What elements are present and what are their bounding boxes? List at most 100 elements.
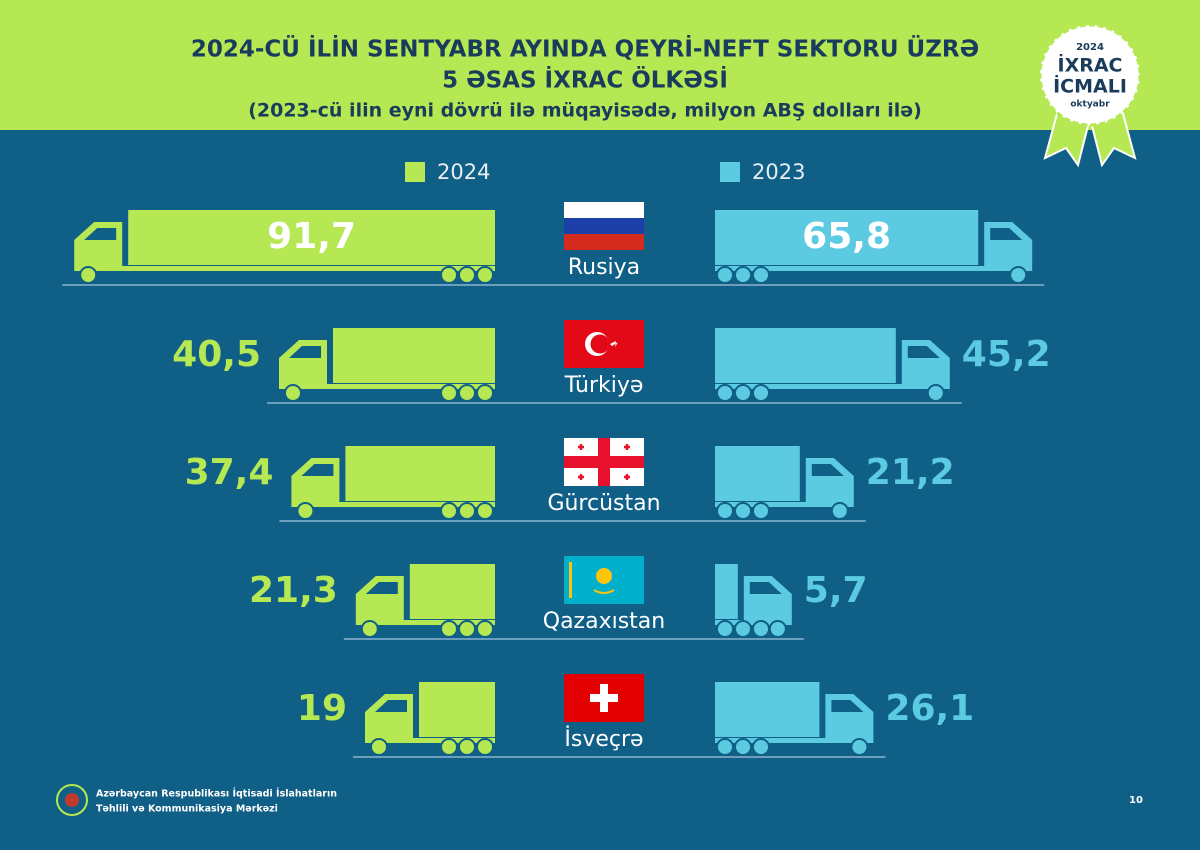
cab-window (831, 700, 864, 712)
wheel (440, 502, 458, 520)
chassis (279, 384, 495, 389)
flag (564, 438, 644, 486)
flag (578, 444, 584, 450)
wheel (734, 266, 752, 284)
badge-year: 2024 (1076, 42, 1104, 53)
title-line: 2024-CÜ İLİN SENTYABR AYINDA QEYRİ-NEFT … (191, 35, 979, 63)
cargo-box (128, 210, 495, 265)
chassis (74, 266, 495, 271)
wheel (458, 738, 476, 756)
value-label: 91,7 (267, 216, 356, 257)
cargo-box (333, 328, 495, 383)
flag (564, 320, 644, 368)
wheel (458, 620, 476, 638)
wheel (370, 738, 388, 756)
country-label: İsveçrə (564, 726, 643, 752)
country-label: Rusiya (568, 255, 640, 280)
wheel (850, 738, 869, 756)
cargo-box (715, 446, 800, 501)
wheel (734, 738, 752, 756)
chassis (715, 384, 950, 389)
flag (596, 568, 612, 584)
chassis (365, 738, 495, 743)
wheel (768, 620, 787, 638)
cab-window (375, 700, 407, 712)
wheel (926, 384, 945, 402)
chassis (715, 502, 854, 507)
cab-window (907, 346, 940, 358)
wheel (476, 620, 494, 638)
country-label: Türkiyə (564, 373, 644, 398)
cab-window (811, 464, 844, 476)
wheel (752, 384, 770, 402)
flag (564, 456, 644, 468)
value-label: 21,2 (866, 452, 955, 493)
badge-title: İCMALI (1053, 74, 1127, 98)
wheel (752, 266, 770, 284)
wheel (440, 266, 458, 284)
wheel (440, 620, 458, 638)
flag (564, 674, 644, 722)
wheel (734, 620, 752, 638)
chassis (291, 502, 495, 507)
wheel (476, 738, 494, 756)
page-number: 10 (1129, 795, 1143, 806)
cab-window (990, 228, 1023, 240)
flag (578, 474, 584, 480)
wheel (440, 384, 458, 402)
country-label: Qazaxıstan (543, 609, 665, 634)
wheel (716, 738, 734, 756)
country-label: Gürcüstan (547, 491, 660, 516)
wheel (458, 384, 476, 402)
chassis (715, 738, 874, 743)
wheel (296, 502, 315, 520)
badge-month: oktyabr (1070, 100, 1110, 110)
cargo-box (715, 328, 896, 383)
badge-title: İXRAC (1058, 53, 1123, 77)
flag (590, 694, 618, 702)
value-label: 65,8 (802, 216, 891, 257)
legend-swatch (405, 162, 425, 182)
wheel (360, 620, 379, 638)
wheel (458, 266, 476, 284)
chassis (355, 620, 495, 625)
wheel (284, 384, 302, 402)
wheel (752, 502, 770, 520)
subtitle: (2023-cü ilin eyni dövrü ilə müqayisədə,… (248, 100, 922, 122)
wheel (458, 502, 476, 520)
cargo-box (345, 446, 495, 501)
footer: Azərbaycan Respublikası İqtisadi İslahat… (56, 784, 1143, 816)
value-label: 21,3 (249, 570, 338, 611)
wheel (716, 266, 734, 284)
title-line: 5 ƏSAS İXRAC ÖLKƏSİ (442, 66, 728, 94)
legend-label: 2024 (437, 160, 490, 184)
flag (564, 234, 644, 250)
cab-window (749, 582, 782, 594)
cab-window (365, 582, 398, 594)
flag (610, 341, 618, 347)
flag (590, 334, 610, 354)
wheel (440, 738, 458, 756)
cargo-box (419, 682, 495, 737)
footer-org: Azərbaycan Respublikası İqtisadi İslahat… (96, 789, 337, 800)
flag (624, 444, 630, 450)
chassis (715, 620, 792, 625)
wheel (734, 502, 752, 520)
cab-window (289, 346, 321, 358)
legend-label: 2023 (752, 160, 805, 184)
flag (593, 589, 615, 594)
flag (564, 556, 644, 604)
wheel (752, 620, 770, 638)
wheel (476, 384, 494, 402)
flag (564, 218, 644, 234)
cargo-box (715, 210, 979, 265)
badge: 2024 İXRAC İCMALI oktyabr (1038, 23, 1142, 168)
wheel (734, 384, 752, 402)
flag (569, 562, 572, 598)
wheel (752, 738, 770, 756)
flag (624, 474, 630, 480)
header-band (0, 0, 1200, 130)
value-label: 40,5 (172, 334, 261, 375)
chassis (715, 266, 1033, 271)
